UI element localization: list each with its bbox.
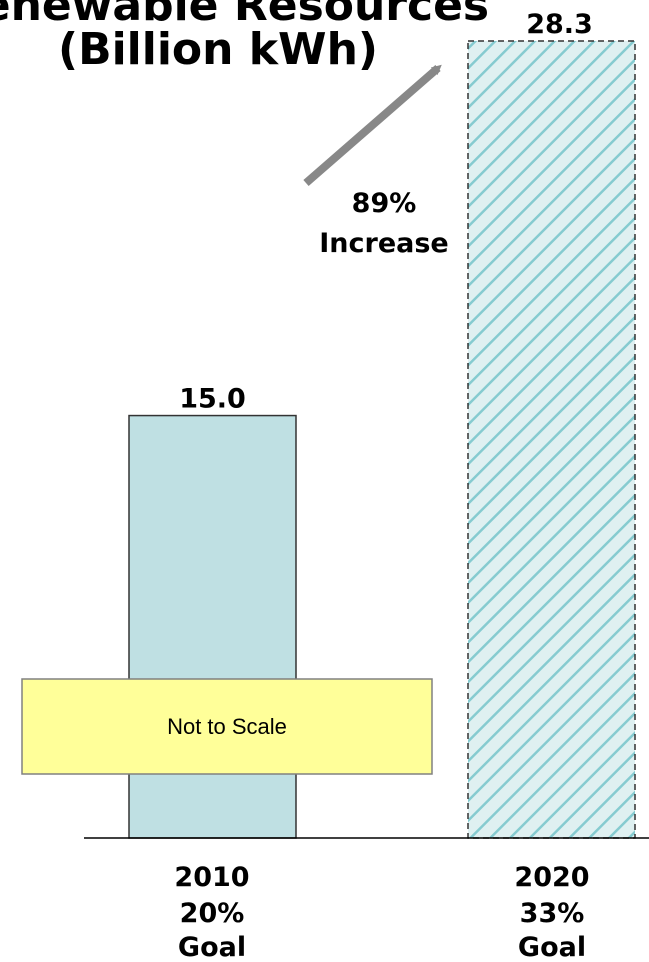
category-label-2010-goal: Goal xyxy=(178,932,246,962)
not-to-scale-label: Not to Scale xyxy=(167,714,287,739)
value-label-2020: 28.3 xyxy=(526,9,593,40)
bar-2020 xyxy=(467,40,636,839)
category-label-2020-goal: Goal xyxy=(518,932,586,962)
category-label-2020-percent: 33% xyxy=(520,898,585,929)
increase-percent: 89% xyxy=(352,188,417,219)
value-label-2010: 15.0 xyxy=(179,384,246,415)
category-label-2020-year: 2020 xyxy=(514,862,589,893)
chart-title: Renewable Resources xyxy=(0,0,489,31)
category-label-2010-year: 2010 xyxy=(174,862,249,893)
not-to-scale-box xyxy=(21,678,433,775)
category-label-2010-percent: 20% xyxy=(180,898,245,929)
chart-subtitle: (Billion kWh) xyxy=(58,24,378,75)
increase-label: Increase xyxy=(319,228,449,259)
increase-arrow xyxy=(303,64,442,187)
